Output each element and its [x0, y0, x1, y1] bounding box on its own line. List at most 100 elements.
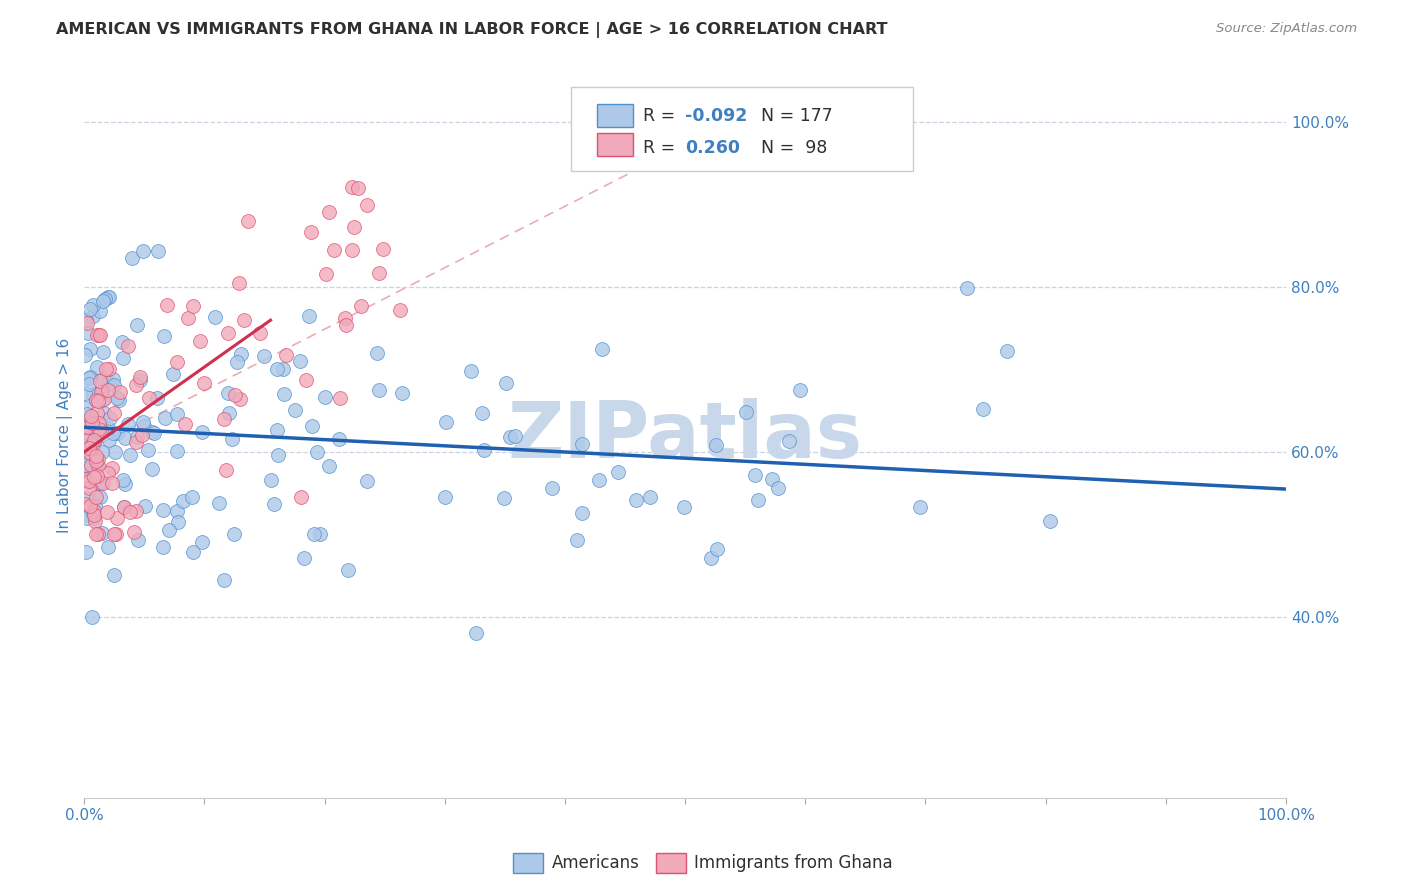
Point — [789, 384, 811, 398]
Point — [111, 334, 134, 349]
Point — [271, 361, 294, 376]
Point — [77, 370, 100, 384]
Point — [336, 563, 359, 577]
Point — [266, 362, 288, 376]
Point — [76, 511, 98, 525]
Point — [259, 473, 281, 487]
Point — [704, 438, 727, 452]
Point — [75, 425, 97, 440]
Point — [127, 533, 149, 547]
Point — [79, 411, 101, 425]
Point — [141, 462, 163, 476]
Point — [83, 514, 105, 528]
Point — [342, 244, 364, 258]
Point — [233, 313, 256, 327]
Point — [76, 316, 98, 330]
Point — [98, 433, 121, 447]
Point — [86, 359, 108, 374]
Point — [87, 394, 110, 409]
Point — [93, 406, 115, 420]
Point — [77, 475, 100, 489]
Point — [83, 459, 105, 474]
Point — [75, 472, 97, 486]
Point — [284, 402, 307, 417]
Point — [75, 419, 97, 434]
Point — [77, 450, 100, 465]
Point — [132, 419, 155, 434]
Point — [83, 433, 105, 447]
Point — [263, 497, 285, 511]
Point — [73, 497, 96, 511]
Point — [90, 475, 112, 490]
Point — [908, 500, 931, 514]
Point — [76, 439, 98, 453]
Point — [82, 416, 104, 430]
Point — [77, 441, 100, 455]
Point — [120, 505, 142, 519]
Point — [79, 342, 101, 356]
FancyBboxPatch shape — [598, 104, 634, 128]
Point — [368, 266, 391, 280]
Point — [93, 344, 115, 359]
Point — [1039, 514, 1062, 528]
Point — [236, 214, 259, 228]
Point — [224, 526, 246, 541]
Point — [267, 448, 290, 462]
Point — [342, 180, 364, 194]
Point — [96, 505, 118, 519]
Point — [132, 244, 155, 258]
Point — [108, 385, 131, 400]
Point — [191, 535, 214, 549]
Point — [956, 281, 979, 295]
Point — [93, 372, 115, 386]
Text: N = 177: N = 177 — [761, 107, 832, 125]
Point — [273, 387, 295, 401]
Point — [495, 376, 517, 391]
Point — [90, 393, 112, 408]
Point — [124, 503, 146, 517]
FancyBboxPatch shape — [598, 133, 634, 156]
Point — [112, 473, 135, 487]
Point — [253, 349, 276, 363]
Point — [183, 299, 205, 313]
Point — [98, 290, 121, 304]
Point — [84, 499, 107, 513]
Point — [89, 374, 111, 388]
Point — [465, 626, 488, 640]
Point — [174, 417, 197, 431]
Point — [73, 348, 96, 362]
Point — [103, 567, 125, 582]
Point — [79, 413, 101, 427]
Point — [86, 468, 108, 483]
Point — [75, 437, 97, 451]
Point — [503, 429, 526, 443]
Point — [309, 526, 332, 541]
Point — [471, 407, 494, 421]
Point — [492, 491, 515, 505]
Point — [166, 443, 188, 458]
Point — [122, 524, 145, 539]
Text: AMERICAN VS IMMIGRANTS FROM GHANA IN LABOR FORCE | AGE > 16 CORRELATION CHART: AMERICAN VS IMMIGRANTS FROM GHANA IN LAB… — [56, 22, 887, 38]
Point — [91, 475, 114, 490]
Point — [366, 346, 388, 360]
Point — [588, 473, 610, 487]
Point — [208, 495, 231, 509]
Point — [89, 327, 111, 342]
Point — [346, 181, 368, 195]
Point — [188, 334, 211, 348]
Point — [995, 343, 1018, 358]
Point — [97, 384, 120, 398]
Legend: Americans, Immigrants from Ghana: Americans, Immigrants from Ghana — [506, 847, 900, 880]
Point — [86, 406, 108, 420]
Point — [121, 252, 143, 266]
Point — [229, 392, 252, 406]
FancyBboxPatch shape — [571, 87, 914, 171]
Point — [103, 406, 125, 420]
Point — [79, 301, 101, 316]
Point — [84, 527, 107, 541]
Point — [97, 420, 120, 434]
Point — [314, 390, 336, 404]
Y-axis label: In Labor Force | Age > 16: In Labor Force | Age > 16 — [58, 338, 73, 533]
Point — [434, 415, 457, 429]
Point — [673, 500, 696, 515]
